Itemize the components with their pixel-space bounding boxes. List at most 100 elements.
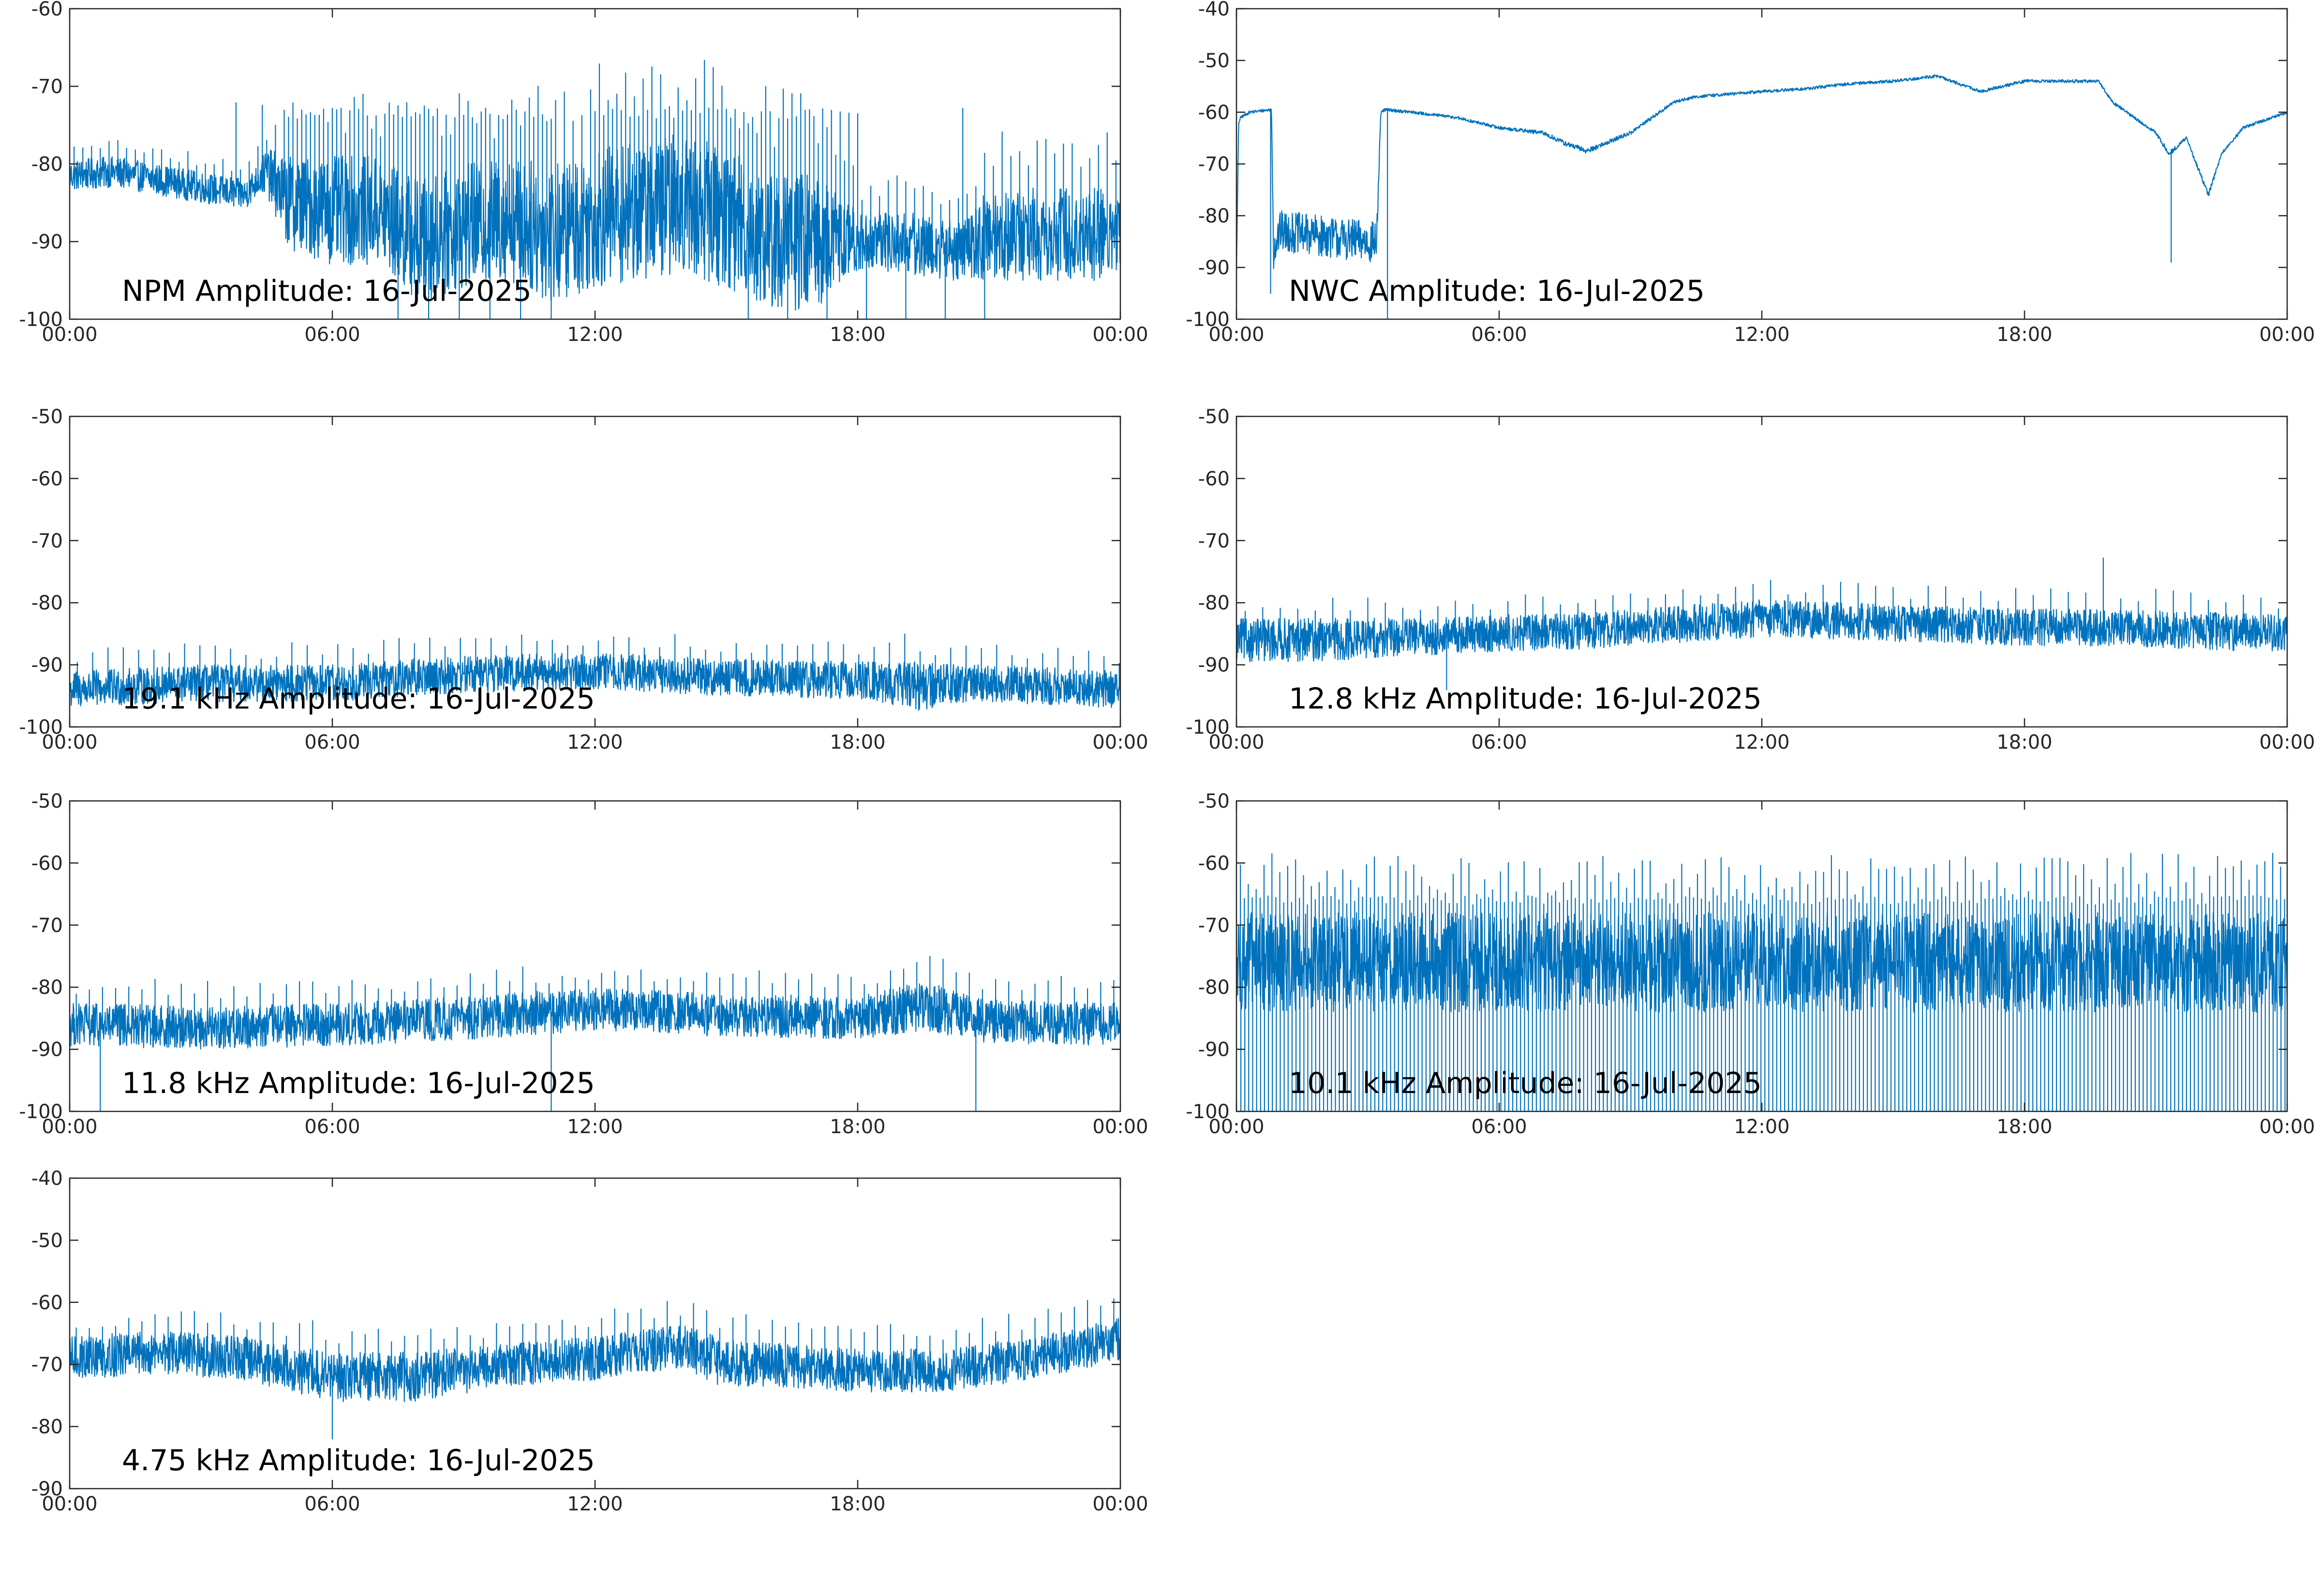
x-tick-label: 18:00 xyxy=(830,731,885,754)
panel-title: 4.75 kHz Amplitude: 16-Jul-2025 xyxy=(122,1444,595,1478)
series-line xyxy=(1236,74,2287,319)
panel-title: NWC Amplitude: 16-Jul-2025 xyxy=(1289,274,1705,308)
y-tick-label: -100 xyxy=(19,1101,63,1123)
y-tick-label: -90 xyxy=(1198,257,1230,279)
x-tick-label: 06:00 xyxy=(1471,324,1527,346)
y-tick-label: -60 xyxy=(31,0,63,20)
panel-title: 10.1 kHz Amplitude: 16-Jul-2025 xyxy=(1289,1066,1762,1100)
x-tick-label: 18:00 xyxy=(1996,324,2052,346)
x-tick-label: 00:00 xyxy=(2259,324,2315,346)
y-tick-label: -100 xyxy=(19,309,63,331)
y-tick-label: -100 xyxy=(1186,716,1230,739)
axes-frame xyxy=(1235,415,2288,728)
y-tick-label: -90 xyxy=(1198,1039,1230,1061)
axes-frame xyxy=(69,1177,1121,1490)
x-tick-label: 06:00 xyxy=(304,1116,360,1138)
x-tick-label: 06:00 xyxy=(304,1493,360,1515)
y-tick-label: -80 xyxy=(31,153,63,176)
x-tick-label: 18:00 xyxy=(830,1493,885,1515)
y-tick-label: -60 xyxy=(1198,102,1230,124)
y-tick-label: -50 xyxy=(31,790,63,813)
y-tick-label: -50 xyxy=(1198,406,1230,428)
y-tick-label: -50 xyxy=(31,406,63,428)
y-tick-label: -60 xyxy=(31,468,63,490)
y-tick-label: -90 xyxy=(31,231,63,253)
x-tick-label: 12:00 xyxy=(567,324,623,346)
y-tick-label: -50 xyxy=(1198,50,1230,72)
x-tick-label: 00:00 xyxy=(2259,731,2315,754)
x-tick-label: 00:00 xyxy=(42,1116,97,1138)
x-tick-label: 06:00 xyxy=(1471,731,1527,754)
y-tick-label: -80 xyxy=(1198,592,1230,614)
x-tick-label: 00:00 xyxy=(42,731,97,754)
x-tick-label: 12:00 xyxy=(1734,1116,1789,1138)
x-tick-label: 00:00 xyxy=(1092,1116,1148,1138)
y-tick-label: -80 xyxy=(31,592,63,614)
y-tick-label: -60 xyxy=(31,852,63,874)
x-tick-label: 12:00 xyxy=(1734,324,1789,346)
y-tick-label: -70 xyxy=(1198,915,1230,937)
y-tick-label: -50 xyxy=(1198,790,1230,813)
series-line xyxy=(1236,853,2287,1111)
y-tick-label: -60 xyxy=(1198,468,1230,490)
y-tick-label: -90 xyxy=(31,654,63,677)
x-tick-label: 00:00 xyxy=(1092,324,1148,346)
y-tick-label: -80 xyxy=(31,1416,63,1438)
x-tick-label: 12:00 xyxy=(1734,731,1789,754)
y-tick-label: -80 xyxy=(1198,976,1230,999)
x-tick-label: 06:00 xyxy=(304,324,360,346)
y-tick-label: -60 xyxy=(31,1292,63,1314)
y-tick-label: -70 xyxy=(31,530,63,552)
y-tick-label: -70 xyxy=(31,1354,63,1376)
x-tick-label: 00:00 xyxy=(42,1493,97,1515)
x-tick-label: 00:00 xyxy=(1092,1493,1148,1515)
y-tick-label: -90 xyxy=(31,1478,63,1500)
y-tick-label: -100 xyxy=(1186,309,1230,331)
x-tick-label: 18:00 xyxy=(830,324,885,346)
series-line xyxy=(70,956,1120,1111)
x-tick-label: 00:00 xyxy=(2259,1116,2315,1138)
x-tick-label: 12:00 xyxy=(567,731,623,754)
y-tick-label: -90 xyxy=(31,1039,63,1061)
y-tick-label: -80 xyxy=(1198,205,1230,227)
x-tick-label: 00:00 xyxy=(1208,324,1264,346)
x-tick-label: 00:00 xyxy=(1208,1116,1264,1138)
series-line xyxy=(70,1298,1120,1440)
panel-title: NPM Amplitude: 16-Jul-2025 xyxy=(122,274,532,308)
y-tick-label: -90 xyxy=(1198,654,1230,677)
y-tick-label: -40 xyxy=(31,1167,63,1190)
y-tick-label: -70 xyxy=(1198,153,1230,176)
panel-title: 11.8 kHz Amplitude: 16-Jul-2025 xyxy=(122,1066,595,1100)
x-tick-label: 00:00 xyxy=(42,324,97,346)
y-tick-label: -40 xyxy=(1198,0,1230,20)
x-tick-label: 06:00 xyxy=(304,731,360,754)
series-line xyxy=(70,633,1120,711)
series-line xyxy=(1236,557,2287,691)
y-tick-label: -70 xyxy=(1198,530,1230,552)
y-tick-label: -60 xyxy=(1198,852,1230,874)
x-tick-label: 18:00 xyxy=(1996,731,2052,754)
x-tick-label: 06:00 xyxy=(1471,1116,1527,1138)
panel-title: 12.8 kHz Amplitude: 16-Jul-2025 xyxy=(1289,682,1762,716)
panel-title: 19.1 kHz Amplitude: 16-Jul-2025 xyxy=(122,682,595,716)
x-tick-label: 00:00 xyxy=(1092,731,1148,754)
y-tick-label: -100 xyxy=(1186,1101,1230,1123)
series-line xyxy=(70,59,1120,319)
x-tick-label: 12:00 xyxy=(567,1493,623,1515)
x-tick-label: 18:00 xyxy=(1996,1116,2052,1138)
x-tick-label: 00:00 xyxy=(1208,731,1264,754)
y-tick-label: -80 xyxy=(31,976,63,999)
y-tick-label: -100 xyxy=(19,716,63,739)
axes-frame xyxy=(69,800,1121,1112)
y-tick-label: -70 xyxy=(31,76,63,98)
axes-frame xyxy=(1235,8,2288,320)
x-tick-label: 18:00 xyxy=(830,1116,885,1138)
